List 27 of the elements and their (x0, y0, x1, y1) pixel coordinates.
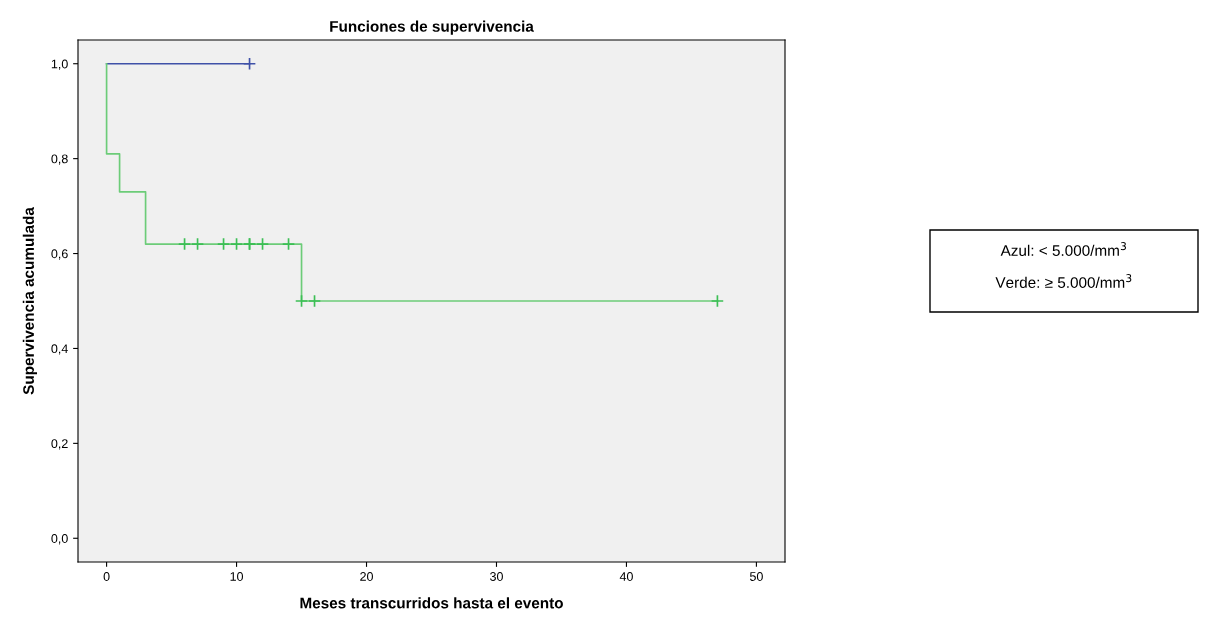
text: Verde: ≥ 5.000/mm$^{3}$ (995, 274, 1132, 288)
chart-title: Funciones de supervivencia (330, 20, 534, 35)
point (307, 294, 322, 308)
y-tick-label: 1,0 (51, 59, 68, 70)
y-tick-label: 0,8 (51, 154, 68, 165)
point (216, 237, 231, 251)
point (229, 237, 244, 251)
x-tick-label: 10 (230, 572, 244, 581)
text: Azul: < 5.000/mm$^{3}$ (1000, 242, 1126, 256)
point (281, 237, 296, 251)
x-tick-label: 50 (749, 572, 763, 581)
y-tick-label: 0,2 (51, 439, 68, 450)
x-tick-label: 0 (103, 572, 110, 581)
point (294, 294, 309, 308)
x-tick-label: 20 (360, 572, 373, 581)
y-tick-label: 0,0 (51, 534, 68, 545)
y-tick-label: 0,6 (51, 249, 68, 260)
point (255, 237, 270, 251)
x-tick-label: 40 (619, 572, 633, 581)
y-tick-label: 0,4 (51, 344, 68, 355)
x-tick-label: 30 (490, 572, 503, 581)
point (190, 237, 205, 251)
point (710, 294, 725, 308)
x-axis-title: Meses transcurridos hasta el evento (300, 597, 563, 609)
y-axis-title: Supervivencia acumulada (22, 207, 38, 395)
point (242, 57, 257, 71)
point (177, 237, 192, 251)
